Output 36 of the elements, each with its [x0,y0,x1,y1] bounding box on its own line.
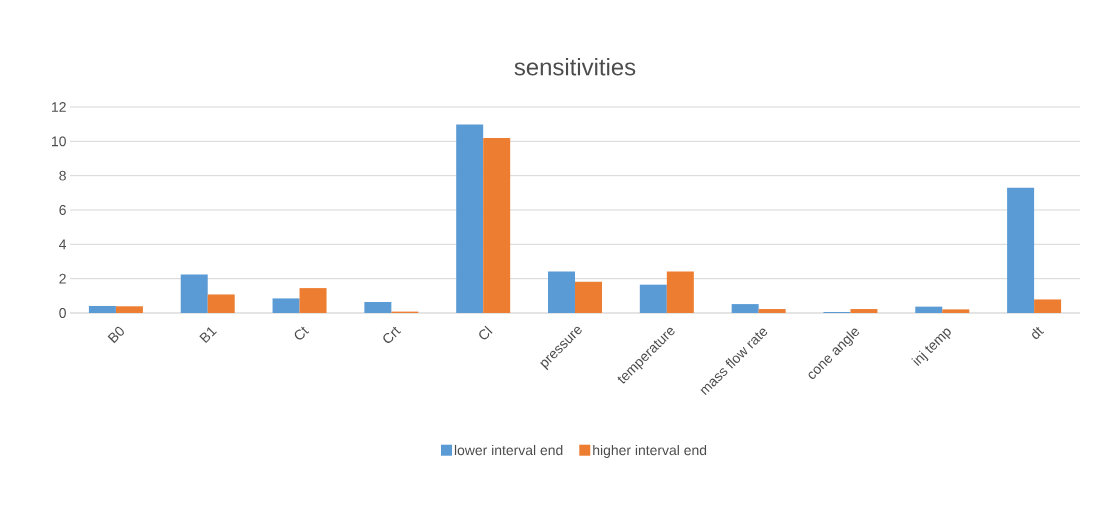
bar [115,306,143,313]
y-tick-label: 2 [59,273,66,284]
bar [731,304,759,313]
y-tick-label: 12 [52,102,66,112]
y-tick-label: 4 [59,239,67,250]
bar [575,281,602,313]
y-tick-label: 6 [59,205,66,215]
bar [850,309,878,313]
bar [180,274,208,313]
y-tick-label: 0 [59,308,66,318]
x-tick-label: Ct [294,326,310,340]
bar [364,302,392,313]
x-tick-label: B1 [199,327,217,344]
y-tick-label: 10 [52,136,66,147]
bar [483,137,511,313]
bar [88,305,116,313]
y-tick-label: 8 [59,170,66,181]
bar [299,288,327,313]
legend-label: higher interval end [593,444,707,458]
legend-label: lower interval end [454,444,563,456]
bar [548,271,575,313]
bar [272,298,300,313]
bar [915,306,943,313]
bar [1007,187,1035,313]
bar [1034,299,1062,313]
chart-title: sensitivities [514,57,636,76]
bar [942,309,970,313]
bar [207,294,235,313]
x-tick-label: Crt [383,326,401,343]
bar [639,284,667,313]
bar [758,309,786,313]
bar [666,271,694,313]
bar [456,124,484,313]
x-tick-label: B0 [107,326,124,344]
x-tick-label: Cl [479,325,493,340]
x-tick-label: dt [1032,326,1044,340]
